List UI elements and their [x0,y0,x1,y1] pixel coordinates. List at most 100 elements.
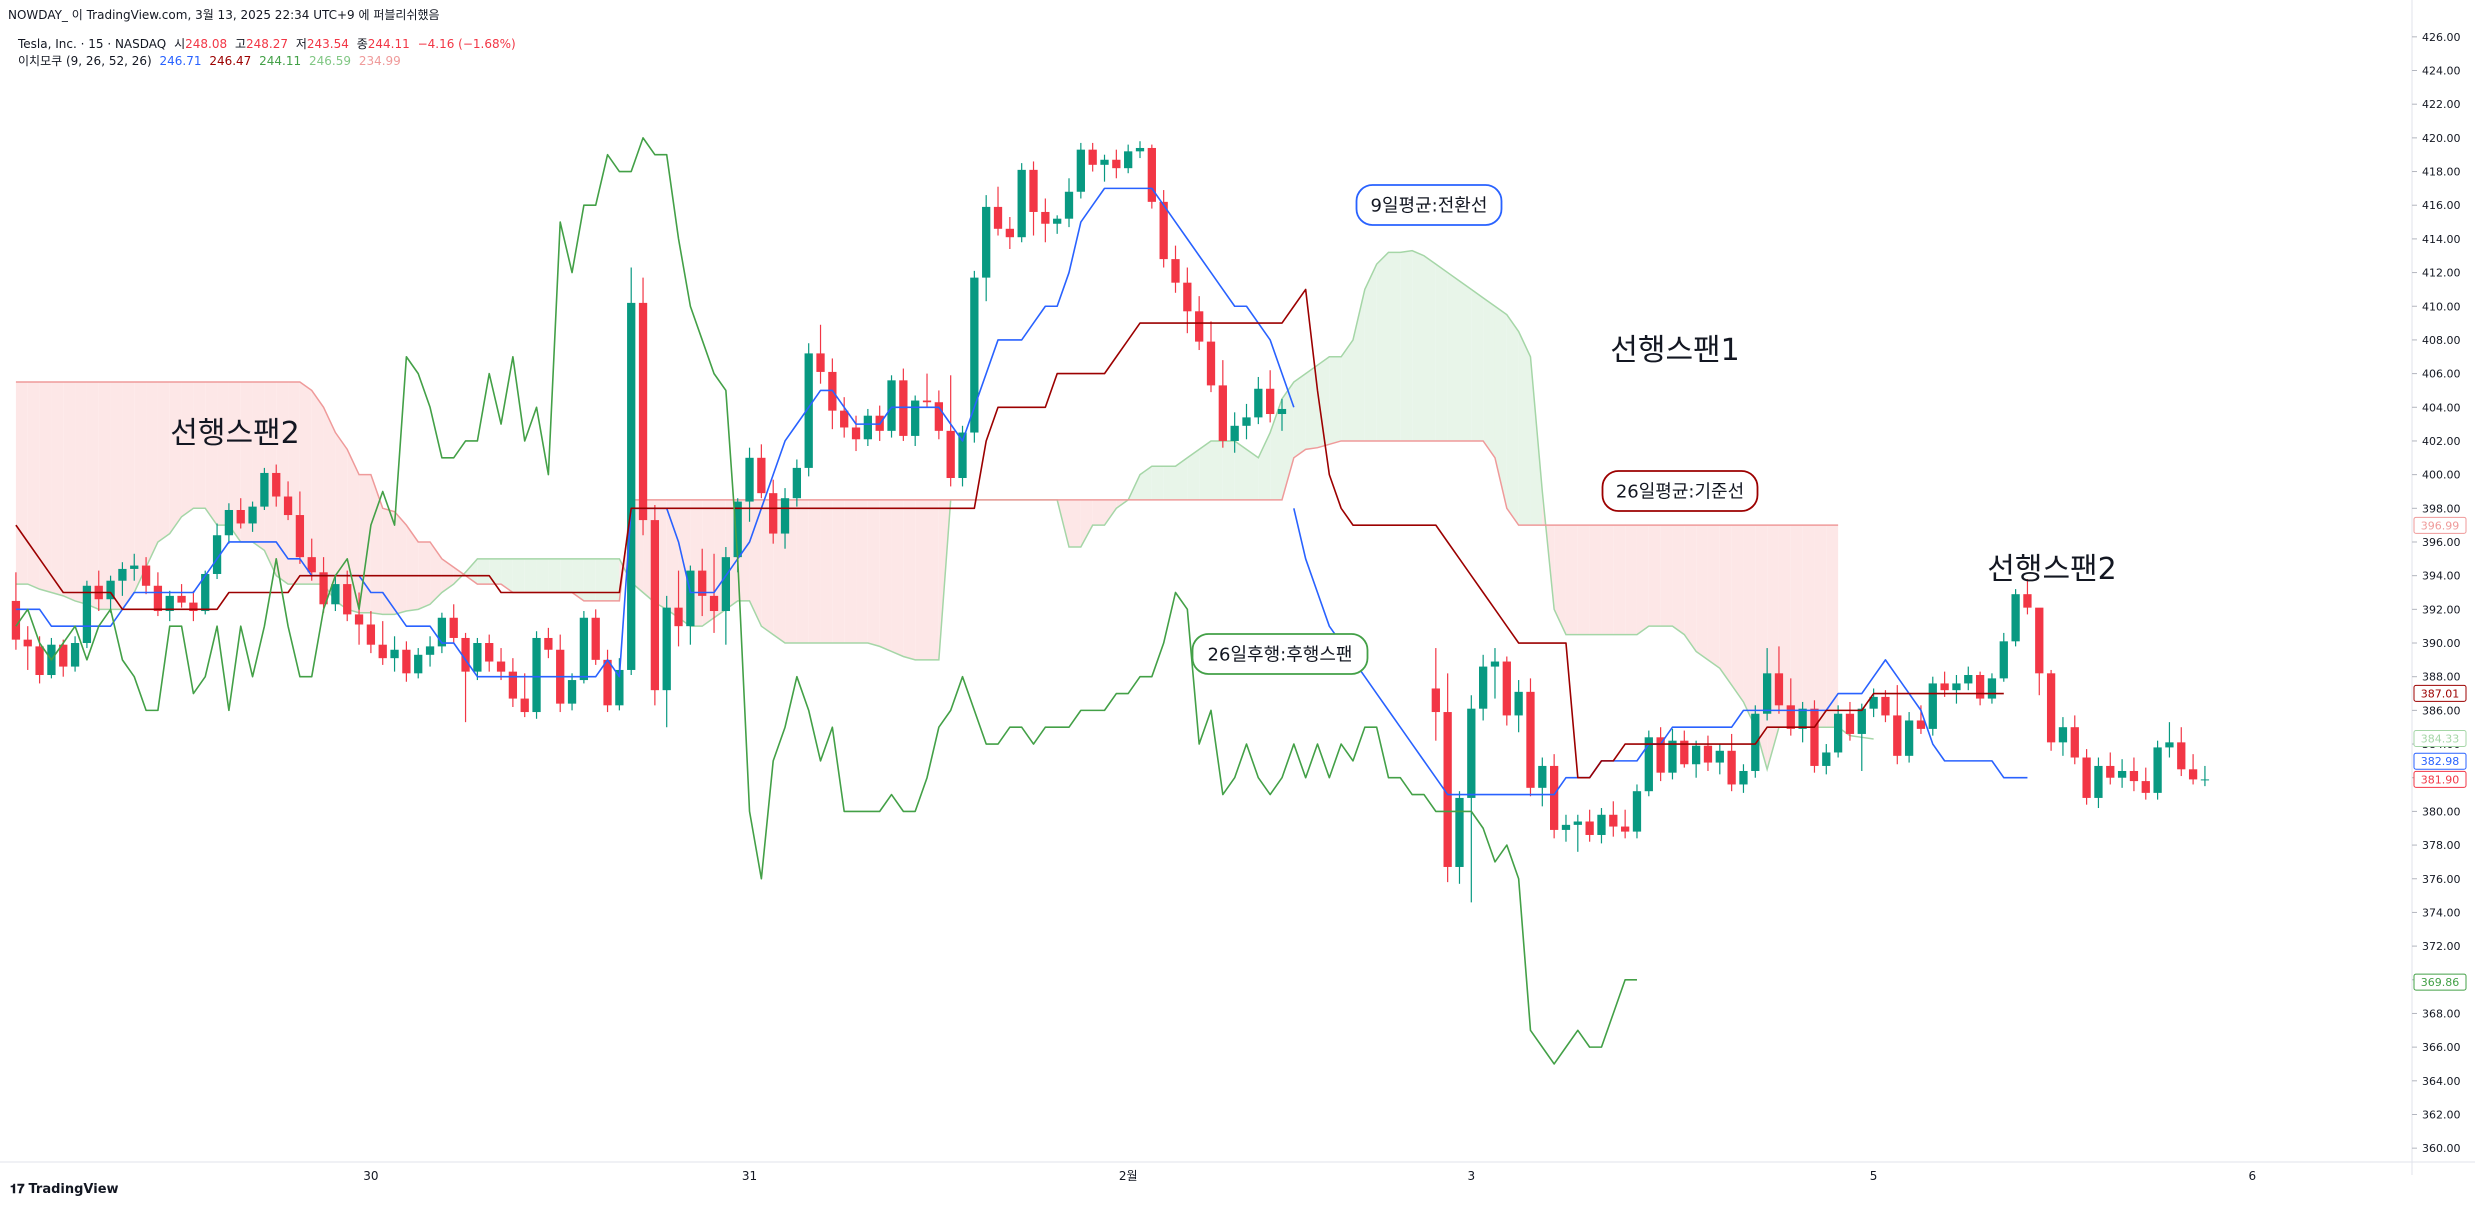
candle-body [532,637,541,713]
candle-body [1916,720,1926,729]
price-tag-label: 381.90 [2421,773,2460,786]
cloud-segment [1341,339,1353,441]
candle-body [1987,678,1997,699]
candle-body [1857,708,1866,734]
candle-body [2200,779,2210,781]
low-value: 243.54 [306,37,349,51]
cloud-segment [1802,525,1815,728]
price-tag-box [2413,973,2467,991]
candle-body [1609,814,1618,827]
brand-label: TradingView [28,1182,119,1197]
cloud-segment [927,499,939,660]
cloud-segment [1317,356,1330,448]
candle-body [1786,705,1795,729]
candle-body [922,400,932,403]
candle-body [804,353,813,468]
candle-body [1017,169,1026,238]
candle-body [1952,683,1961,691]
candle-body [638,302,648,521]
cloud-segment [240,382,253,542]
candle-body [248,506,257,524]
cloud-segment [311,390,324,585]
candle-body [1703,745,1713,763]
cloud-segment [122,382,135,610]
candle-body [1822,752,1831,766]
cloud-segment [1483,297,1495,458]
candle-body [153,585,163,612]
candle-body [2117,770,2127,778]
price-tag-label: 396.99 [2421,519,2460,532]
candle-body [319,572,328,605]
cloud-segment [1187,449,1200,500]
candle-body [1845,713,1855,734]
cloud-segment [394,511,407,615]
candle-body [35,646,44,676]
candle-body [603,659,612,706]
candle-body [662,607,671,691]
cloud-segment [217,382,229,526]
y-tick-label: 404.00 [2422,401,2461,414]
cloud-segment [560,558,573,593]
cloud-segment [903,499,916,660]
candle-body [1266,388,1275,415]
annotation-label: 선행스팬2 [170,416,300,451]
y-tick-label: 408.00 [2422,334,2461,347]
cloud-segment [1329,356,1342,445]
candle-body [1455,797,1464,867]
candle-body [1904,720,1914,756]
price-tag-label: 369.86 [2421,976,2460,989]
cloud-segment [205,382,218,526]
cloud-segment [1719,525,1732,686]
tradingview-logo[interactable]: 𝟏𝟕 TradingView [10,1182,119,1197]
candle-body [1124,151,1133,169]
candle-body [449,617,458,638]
cloud-segment [465,558,478,585]
y-tick-label: 418.00 [2422,166,2461,179]
candle-body [958,432,967,478]
cloud-segment [382,508,395,615]
cloud-segment [867,499,880,647]
cloud-segment [1211,440,1223,500]
candle-body [1893,715,1902,756]
candle-body [212,535,222,574]
symbol-name: Tesla, Inc. · 15 · NASDAQ [18,37,167,51]
cloud-segment [1246,449,1259,500]
cloud-segment [773,499,786,644]
candle-body [2070,727,2079,758]
candle-body [709,595,719,612]
candle-body [946,430,955,478]
cloud-segment [915,499,928,660]
y-tick-label: 412.00 [2422,267,2461,280]
cloud-segment [1554,525,1566,635]
high-value: 248.27 [245,37,288,51]
cloud-segment [1684,525,1697,652]
cloud-segment [1435,264,1448,441]
candle-body [627,302,636,670]
cloud-segment [86,382,99,610]
cloud-segment [370,474,383,615]
candle-body [721,557,731,612]
candle-body [2165,742,2174,748]
y-tick-label: 378.00 [2422,839,2461,852]
cloud-segment [1494,306,1507,509]
cloud-segment [1423,255,1436,441]
cloud-segment [1412,250,1424,441]
cloud-segment [856,499,868,644]
candle-body [1064,191,1074,219]
candle-body [1147,147,1156,202]
cloud-segment [1080,499,1093,548]
cloud-segment [15,382,28,585]
candle-body [414,654,423,674]
candle-body [378,644,387,659]
candle-body [1206,341,1216,386]
candle-body [1585,821,1594,835]
candle-body [780,498,790,534]
cloud-segment [51,382,64,596]
y-tick-label: 398.00 [2422,502,2461,515]
series-line [15,288,2004,779]
cloud-segment [1660,525,1673,627]
cloud-segment [27,382,40,590]
cloud-segment [1565,525,1578,635]
candle-body [615,669,624,706]
